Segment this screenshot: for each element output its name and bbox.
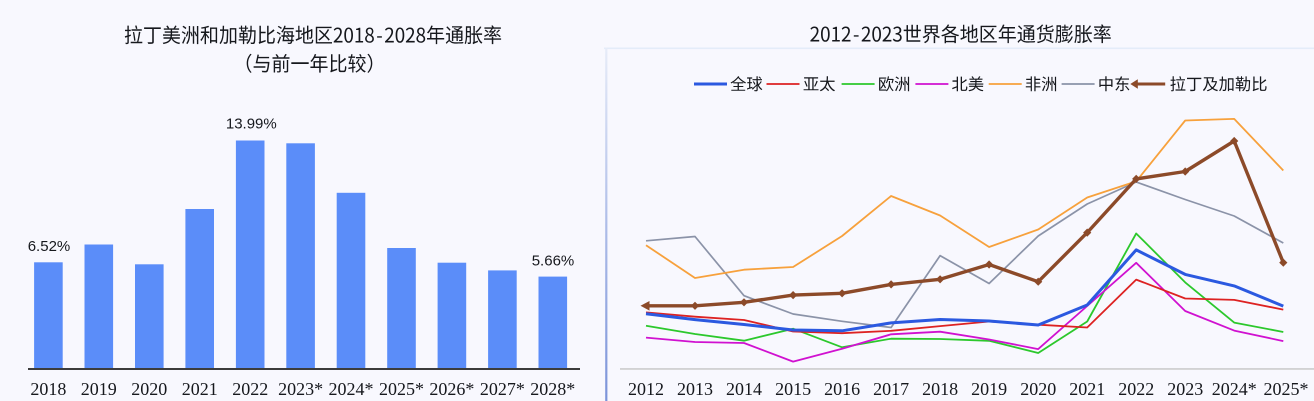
svg-text:2025*: 2025* [1264,379,1309,399]
svg-text:13.99%: 13.99% [226,116,277,133]
svg-text:6.52%: 6.52% [28,238,71,255]
svg-text:2019: 2019 [81,379,117,399]
svg-text:2018: 2018 [922,379,958,399]
svg-text:2025*: 2025* [379,379,424,399]
svg-text:2022: 2022 [232,379,268,399]
svg-text:2028*: 2028* [530,379,575,399]
svg-text:2022: 2022 [1118,379,1154,399]
svg-text:2023: 2023 [1167,379,1203,399]
svg-text:2013: 2013 [677,379,713,399]
svg-text:2018: 2018 [30,379,66,399]
svg-text:2026*: 2026* [429,379,474,399]
svg-text:2021: 2021 [1069,379,1105,399]
svg-text:2012: 2012 [628,379,664,399]
svg-text:2020: 2020 [131,379,167,399]
svg-text:2024*: 2024* [329,379,374,399]
svg-text:2014: 2014 [726,379,762,399]
svg-text:2019: 2019 [971,379,1007,399]
svg-text:2024*: 2024* [1212,379,1257,399]
svg-text:2020: 2020 [1020,379,1056,399]
svg-text:2027*: 2027* [480,379,525,399]
svg-text:2021: 2021 [182,379,218,399]
svg-text:5.66%: 5.66% [532,253,575,270]
svg-text:2017: 2017 [873,379,909,399]
svg-text:2023*: 2023* [278,379,323,399]
svg-text:2015: 2015 [775,379,811,399]
svg-text:2016: 2016 [824,379,860,399]
